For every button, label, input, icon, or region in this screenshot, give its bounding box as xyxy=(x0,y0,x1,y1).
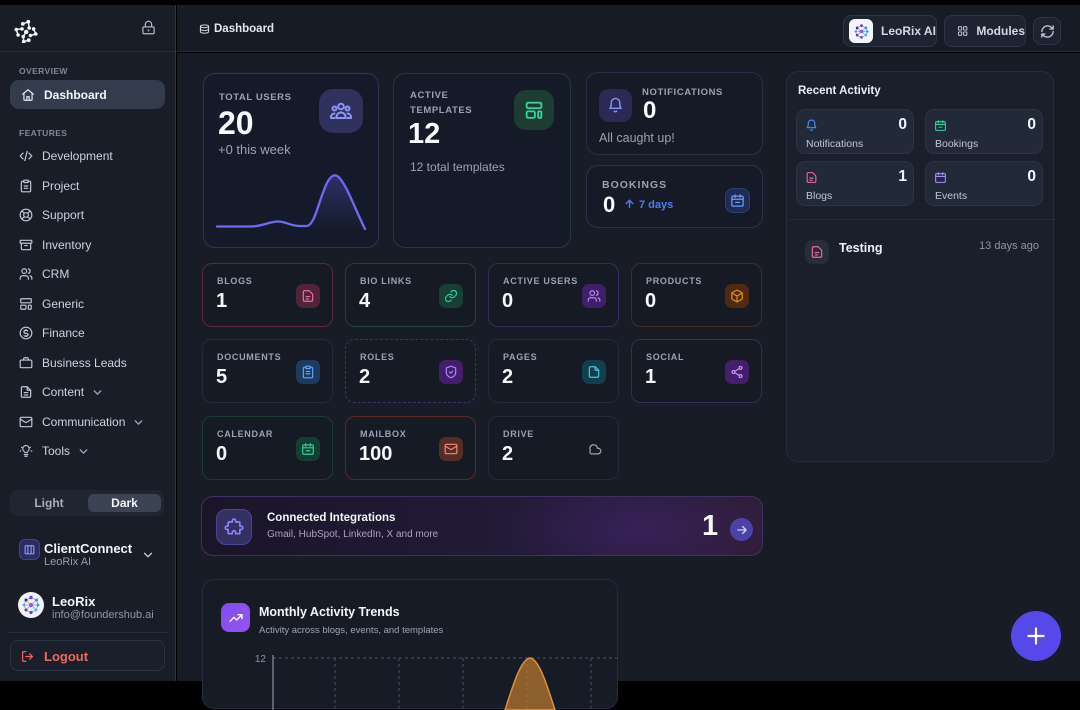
svg-text:12: 12 xyxy=(255,654,267,665)
